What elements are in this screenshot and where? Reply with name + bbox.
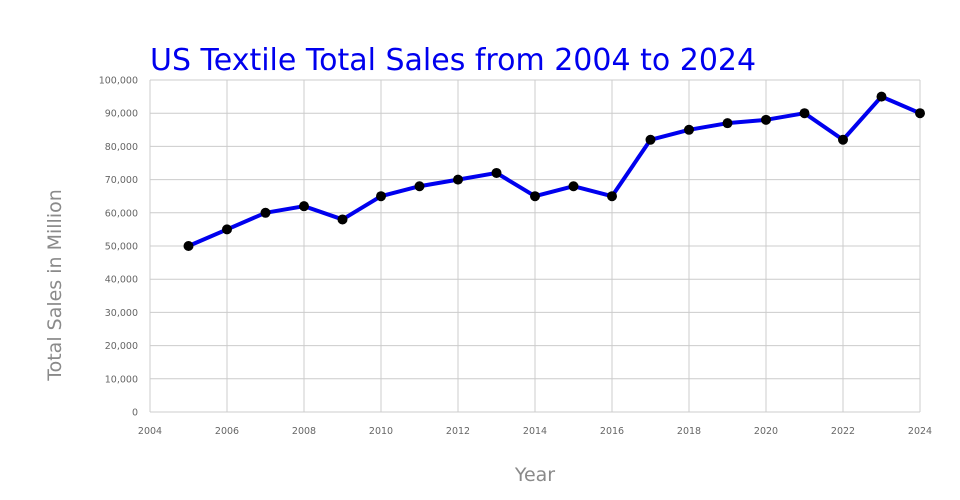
y-tick-label: 10,000 [105, 374, 138, 385]
x-axis-ticks: 2004 2006 2008 2010 2012 2014 2016 2018 2020 2022… [138, 426, 932, 437]
x-tick-label: 2012 [446, 426, 470, 437]
x-tick-label: 2020 [754, 426, 778, 437]
chart-title: US Textile Total Sales from 2004 to 2024 [150, 43, 756, 78]
x-tick-label: 2016 [600, 426, 624, 437]
x-tick-label: 2006 [215, 426, 239, 437]
series-line [186, 94, 922, 248]
x-tick-label: 2022 [831, 426, 855, 437]
y-tick-label: 90,000 [105, 109, 138, 120]
data-point[interactable] [876, 91, 887, 102]
x-tick-label: 2018 [677, 426, 701, 437]
data-point[interactable] [607, 191, 617, 202]
x-tick-label: 2010 [369, 426, 393, 437]
data-point[interactable] [376, 191, 386, 202]
data-point[interactable] [453, 174, 463, 185]
x-tick-label: 2008 [292, 426, 316, 437]
y-tick-label: 80,000 [105, 142, 138, 153]
data-point[interactable] [915, 108, 925, 119]
data-points [183, 91, 925, 251]
data-point[interactable] [684, 124, 694, 135]
x-tick-label: 2024 [908, 426, 932, 437]
data-point[interactable] [299, 201, 309, 212]
data-point[interactable] [722, 118, 733, 129]
series-lines [186, 94, 922, 248]
x-axis-title: Year [514, 464, 555, 486]
y-tick-label: 70,000 [105, 175, 138, 186]
y-tick-label: 50,000 [105, 242, 138, 253]
x-tick-label: 2014 [523, 426, 547, 437]
y-tick-label: 0 [132, 408, 138, 419]
x-tick-label: 2004 [138, 426, 162, 437]
grid [149, 79, 921, 413]
y-axis-ticks: 0 10,000 20,000 30,000 40,000 50,000 60,000 70,… [99, 76, 138, 419]
y-tick-label: 60,000 [105, 208, 138, 219]
data-point[interactable] [222, 224, 232, 235]
data-point[interactable] [568, 181, 579, 192]
y-tick-label: 20,000 [105, 341, 138, 352]
y-tick-label: 100,000 [99, 76, 138, 87]
data-point[interactable] [491, 167, 502, 178]
data-point[interactable] [414, 181, 425, 192]
y-tick-label: 30,000 [105, 308, 138, 319]
data-point[interactable] [645, 134, 656, 145]
y-tick-label: 40,000 [105, 275, 138, 286]
data-point[interactable] [761, 114, 771, 125]
data-point[interactable] [337, 214, 348, 225]
data-point[interactable] [838, 134, 848, 145]
data-point[interactable] [183, 241, 194, 251]
data-point[interactable] [260, 207, 271, 218]
y-axis-title: Total Sales in Million [44, 189, 66, 382]
data-point[interactable] [799, 108, 810, 119]
data-point[interactable] [530, 191, 540, 202]
